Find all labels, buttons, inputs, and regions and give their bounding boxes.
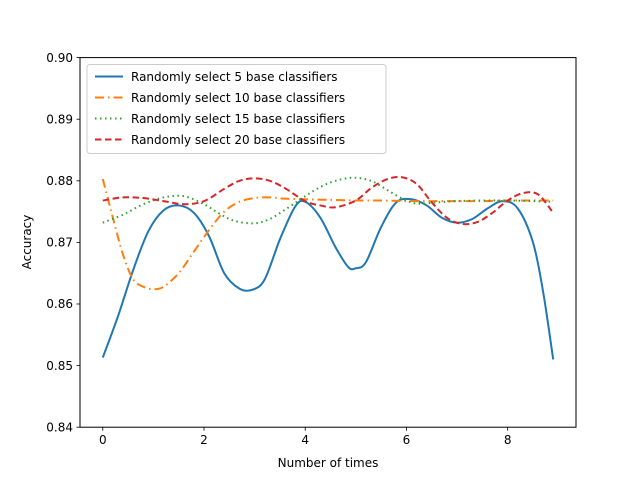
series-line-1 [101,197,555,360]
legend-label: Randomly select 5 base classifiers [131,70,338,84]
y-tick-label: 0.88 [46,174,73,188]
y-tick-label: 0.84 [46,420,73,434]
y-tick-label: 0.86 [46,297,73,311]
y-tick-label: 0.89 [46,112,73,126]
x-axis-ticks: 0 2 4 6 8 [99,427,512,447]
series-line-3 [102,176,554,225]
legend-label: Randomly select 15 base classifiers [131,112,345,126]
x-tick-label: 6 [403,433,411,447]
legend-label: Randomly select 20 base classifiers [131,133,345,147]
y-tick-label: 0.85 [46,359,73,373]
x-tick-label: 0 [99,433,107,447]
x-tick-label: 2 [200,433,208,447]
y-tick-label: 0.87 [46,236,73,250]
x-tick-label: 4 [301,433,309,447]
legend: Randomly select 5 base classifiers Random… [86,64,387,154]
x-axis-label: Number of times [278,456,379,470]
legend-box [86,64,387,154]
legend-label: Randomly select 10 base classifiers [131,91,345,105]
series-lines [101,175,555,360]
y-axis-label: Accuracy [20,215,34,270]
y-tick-label: 0.90 [46,51,73,65]
x-tick-label: 8 [504,433,512,447]
y-axis-ticks: 0.84 0.85 0.86 0.87 0.88 0.89 0.90 [46,51,80,434]
series-line-4 [102,175,555,226]
